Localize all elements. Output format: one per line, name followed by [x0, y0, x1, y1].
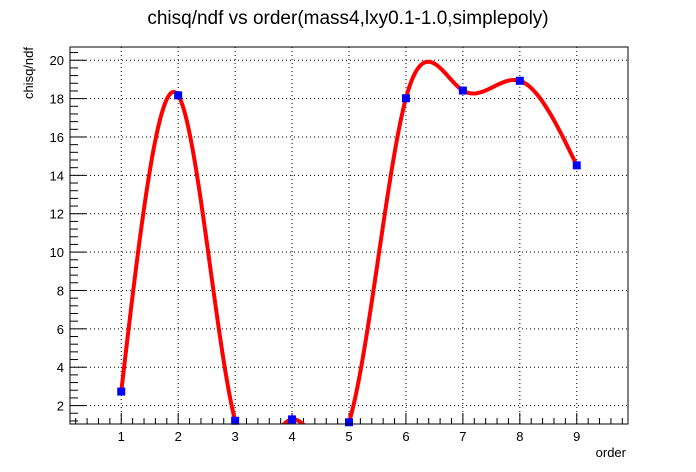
y-tick-label: 10 — [50, 245, 64, 260]
y-tick-label: 20 — [50, 53, 64, 68]
axis-ticks — [70, 52, 623, 424]
y-tick-label: 18 — [50, 92, 64, 107]
data-point — [572, 161, 581, 170]
y-tick-label: 4 — [57, 360, 64, 375]
plot-frame — [69, 46, 629, 425]
data-point — [458, 86, 467, 95]
grid-lines — [70, 47, 628, 424]
data-point — [515, 76, 524, 85]
x-tick-label: 5 — [345, 429, 352, 444]
x-tick-label: 3 — [232, 429, 239, 444]
data-point — [231, 416, 240, 425]
y-axis-label: chisq/ndf — [21, 47, 36, 99]
y-tick-label: 14 — [50, 168, 64, 183]
y-tick-label: 12 — [50, 207, 64, 222]
x-tick-label: 4 — [288, 429, 295, 444]
data-point — [401, 94, 410, 103]
data-markers — [117, 76, 581, 427]
chart-title: chisq/ndf vs order(mass4,lxy0.1-1.0,simp… — [147, 8, 548, 29]
x-tick-label: 6 — [402, 429, 409, 444]
data-point — [117, 387, 126, 396]
y-tick-label: 16 — [50, 130, 64, 145]
data-point — [288, 415, 297, 424]
x-tick-label: 8 — [516, 429, 523, 444]
x-tick-label: 2 — [175, 429, 182, 444]
x-tick-label: 1 — [118, 429, 125, 444]
y-tick-label: 8 — [57, 283, 64, 298]
data-point — [345, 418, 353, 427]
y-tick-label: 2 — [57, 399, 64, 414]
x-tick-label: 9 — [573, 429, 580, 444]
x-axis-label: order — [596, 445, 627, 460]
data-point — [174, 91, 183, 100]
x-tick-label: 7 — [459, 429, 466, 444]
y-tick-label: 6 — [57, 322, 64, 337]
